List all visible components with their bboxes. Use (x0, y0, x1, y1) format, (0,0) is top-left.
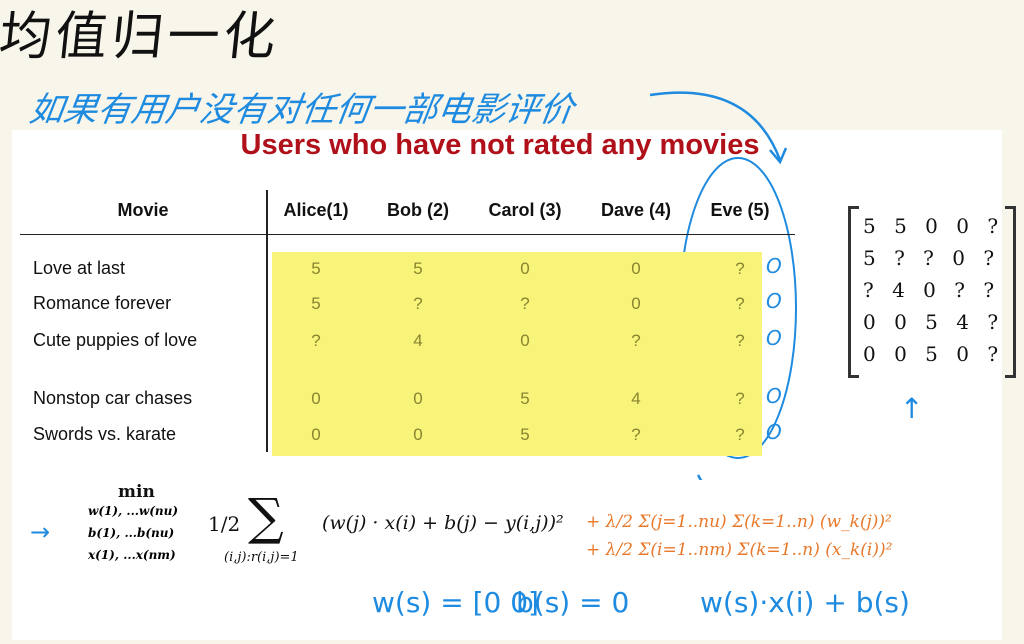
zero-annotation: O (766, 384, 782, 408)
eq-half: 1/2 (208, 512, 241, 536)
eq-var-x: x(1), ...x(nm) (88, 548, 176, 562)
rating-cell: 0 (311, 425, 321, 444)
rating-cell: ? (735, 259, 745, 278)
handwritten-heading: 均值归一化 (0, 7, 283, 67)
rating-cell: ? (311, 331, 321, 350)
zero-annotation: O (766, 420, 782, 444)
handwritten-subtitle: 如果有用户没有对任何一部电影评价 (26, 90, 577, 130)
rating-cell: ? (735, 331, 745, 350)
rating-cell: ? (631, 331, 641, 350)
eq-sigma: ∑ (248, 488, 284, 546)
eq-sum-under: (i,j):r(i,j)=1 (224, 550, 299, 565)
movie-title: Love at last (33, 258, 126, 278)
rating-cell: 0 (520, 259, 530, 278)
rating-cell: 0 (520, 331, 530, 350)
table-divider-vertical (266, 190, 268, 452)
rating-cell: 0 (413, 389, 423, 408)
rating-cell: 5 (520, 389, 530, 408)
matrix-row: 5 5 0 0 ? (863, 214, 1005, 238)
rating-cell: 5 (520, 425, 530, 444)
annotation-w-s: w(s) = [0 0] (372, 586, 539, 619)
down-arrow (696, 474, 703, 480)
matrix-row: 0 0 5 4 ? (863, 310, 1005, 334)
matrix-row: 0 0 5 0 ? (863, 342, 1005, 366)
slide-title: Users who have not rated any movies (240, 129, 760, 161)
table-divider-horizontal (20, 234, 795, 235)
movie-title: Romance forever (33, 293, 172, 313)
rating-cell: 4 (631, 389, 641, 408)
rating-cell: ? (735, 294, 745, 313)
header-bob: Bob (2) (387, 200, 449, 220)
curved-arrow (649, 91, 782, 161)
left-arrow-icon: → (30, 518, 51, 546)
rating-cell: ? (413, 294, 423, 313)
movie-title: Cute puppies of love (33, 330, 198, 350)
eq-min: min (118, 482, 155, 502)
matrix-row: 5 ? ? 0 ? (863, 246, 1001, 270)
eq-var-b: b(1), ...b(nu) (88, 526, 175, 540)
eq-main-term: (w(j) · x(i) + b(j) − y(i,j))² (322, 512, 564, 534)
header-eve: Eve (5) (710, 200, 770, 220)
eq-reg-w: + λ/2 Σ(j=1..nu) Σ(k=1..n) (w_k(j))² (586, 512, 892, 532)
zero-annotation: O (766, 254, 782, 278)
zero-annotation: O (766, 326, 782, 350)
header-dave: Dave (4) (600, 200, 672, 220)
arrow-head (769, 147, 788, 165)
rating-cell: ? (520, 294, 530, 313)
rating-cell: 0 (311, 389, 321, 408)
rating-cell: 5 (311, 294, 321, 313)
movie-title: Swords vs. karate (33, 424, 177, 444)
rating-cell: 0 (413, 425, 423, 444)
header-movie: Movie (117, 200, 169, 220)
annotation-b-s: b(s) = 0 (516, 586, 630, 619)
rating-cell: ? (735, 425, 745, 444)
ratings-highlight (272, 252, 762, 456)
rating-cell: 0 (631, 294, 641, 313)
rating-cell: 5 (311, 259, 321, 278)
rating-cell: 5 (413, 259, 423, 278)
up-arrow-icon: ↑ (900, 392, 924, 425)
eq-var-w: w(1), ...w(nu) (88, 504, 179, 518)
rating-cell: ? (735, 389, 745, 408)
rating-cell: 0 (631, 259, 641, 278)
matrix-row: ? 4 0 ? ? (863, 278, 1001, 302)
annotation-prediction: w(s)·x(i) + b(s) (700, 586, 910, 619)
eq-reg-x: + λ/2 Σ(i=1..nm) Σ(k=1..n) (x_k(i))² (586, 540, 893, 560)
ratings-matrix: 5 5 0 0 ? 5 ? ? 0 ? ? 4 0 ? ? 0 0 5 4 ? … (848, 206, 1016, 378)
movie-title: Nonstop car chases (33, 388, 193, 408)
header-alice: Alice(1) (283, 200, 349, 220)
rating-cell: 4 (413, 331, 423, 350)
rating-cell: ? (631, 425, 641, 444)
header-carol: Carol (3) (488, 200, 562, 220)
zero-annotation: O (766, 289, 782, 313)
